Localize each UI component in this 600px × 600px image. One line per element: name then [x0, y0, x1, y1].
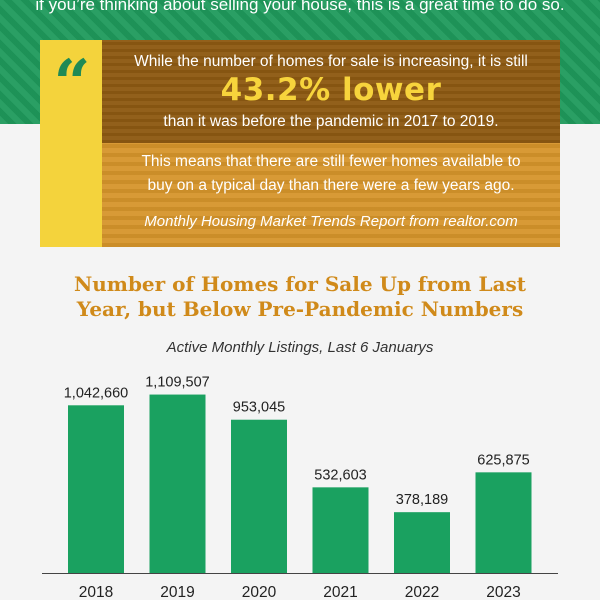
chart-title-line-1: Number of Homes for Sale Up from Last [73, 272, 527, 296]
bar-2018 [68, 405, 124, 573]
intro-text: if you’re thinking about selling your ho… [35, 0, 565, 14]
quote-line-1: While the number of homes for sale is in… [134, 53, 528, 70]
chart-subtitle: Active Monthly Listings, Last 6 Januarys [166, 339, 434, 356]
quote-highlight: 43.2% lower [220, 72, 442, 108]
bar-2020 [231, 419, 287, 573]
value-label-2019: 1,109,507 [145, 375, 210, 391]
quote-top-panel [102, 40, 560, 143]
quote-mark-icon: “ [53, 46, 91, 121]
value-label-2023: 625,875 [477, 452, 529, 468]
x-tick-label-2021: 2021 [323, 584, 357, 600]
x-tick-label-2022: 2022 [405, 584, 439, 600]
chart-title-line-2: Year, but Below Pre-Pandemic Numbers [76, 297, 524, 321]
chart-title: Number of Homes for Sale Up from Last Ye… [20, 272, 580, 322]
quote-line-5: buy on a typical day than there were a f… [147, 177, 515, 194]
quote-box: “ While the number of homes for sale is … [40, 40, 560, 247]
bar-2021 [312, 487, 369, 573]
quote-line-3: than it was before the pandemic in 2017 … [163, 113, 499, 130]
quote-line-4: This means that there are still fewer ho… [141, 153, 521, 170]
x-tick-label-2019: 2019 [160, 584, 194, 600]
value-label-2020: 953,045 [233, 400, 285, 416]
quote-bottom-panel [102, 143, 560, 247]
x-tick-label-2018: 2018 [79, 584, 113, 600]
quote-source: Monthly Housing Market Trends Report fro… [144, 213, 518, 230]
bar-2023 [475, 472, 532, 573]
value-label-2021: 532,603 [314, 467, 366, 483]
x-tick-label-2023: 2023 [486, 584, 520, 600]
bar-2022 [394, 512, 450, 573]
value-label-2018: 1,042,660 [64, 385, 129, 401]
value-label-2022: 378,189 [396, 492, 448, 508]
quote-mark-panel: “ [40, 40, 102, 247]
bar-2019 [149, 394, 206, 573]
x-tick-label-2020: 2020 [242, 584, 277, 600]
